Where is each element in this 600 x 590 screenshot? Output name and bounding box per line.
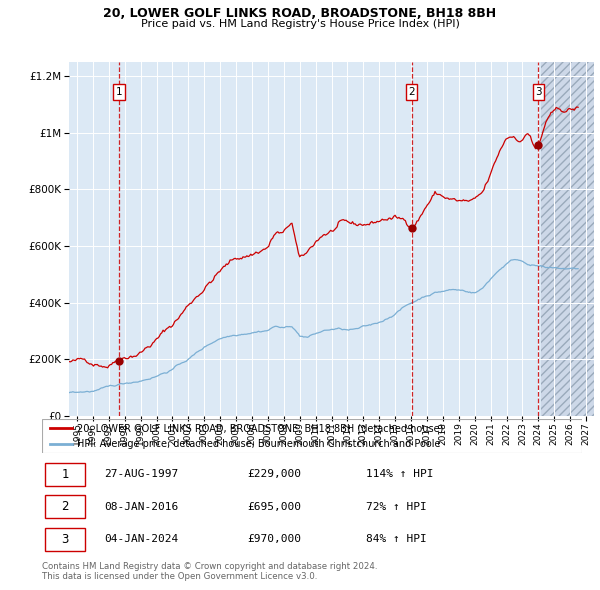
Text: 27-AUG-1997: 27-AUG-1997 [104,469,178,479]
Text: 114% ↑ HPI: 114% ↑ HPI [366,469,433,479]
FancyBboxPatch shape [45,463,85,486]
Text: £970,000: £970,000 [247,535,301,545]
Text: 2: 2 [408,87,415,97]
Text: 20, LOWER GOLF LINKS ROAD, BROADSTONE, BH18 8BH: 20, LOWER GOLF LINKS ROAD, BROADSTONE, B… [103,7,497,20]
Text: This data is licensed under the Open Government Licence v3.0.: This data is licensed under the Open Gov… [42,572,317,581]
Text: 1: 1 [116,87,122,97]
Text: 72% ↑ HPI: 72% ↑ HPI [366,502,427,512]
Text: £229,000: £229,000 [247,469,301,479]
FancyBboxPatch shape [45,527,85,551]
Text: 08-JAN-2016: 08-JAN-2016 [104,502,178,512]
Text: 2: 2 [61,500,69,513]
Bar [541,62,594,416]
Text: 3: 3 [535,87,542,97]
Text: 84% ↑ HPI: 84% ↑ HPI [366,535,427,545]
Text: 1: 1 [61,468,69,481]
Text: 20, LOWER GOLF LINKS ROAD, BROADSTONE, BH18 8BH (detached house): 20, LOWER GOLF LINKS ROAD, BROADSTONE, B… [77,423,443,433]
FancyBboxPatch shape [45,495,85,519]
Text: £695,000: £695,000 [247,502,301,512]
Text: 04-JAN-2024: 04-JAN-2024 [104,535,178,545]
Text: Price paid vs. HM Land Registry's House Price Index (HPI): Price paid vs. HM Land Registry's House … [140,19,460,29]
Text: 3: 3 [61,533,68,546]
Text: Contains HM Land Registry data © Crown copyright and database right 2024.: Contains HM Land Registry data © Crown c… [42,562,377,571]
Text: HPI: Average price, detached house, Bournemouth Christchurch and Poole: HPI: Average price, detached house, Bour… [77,439,440,449]
